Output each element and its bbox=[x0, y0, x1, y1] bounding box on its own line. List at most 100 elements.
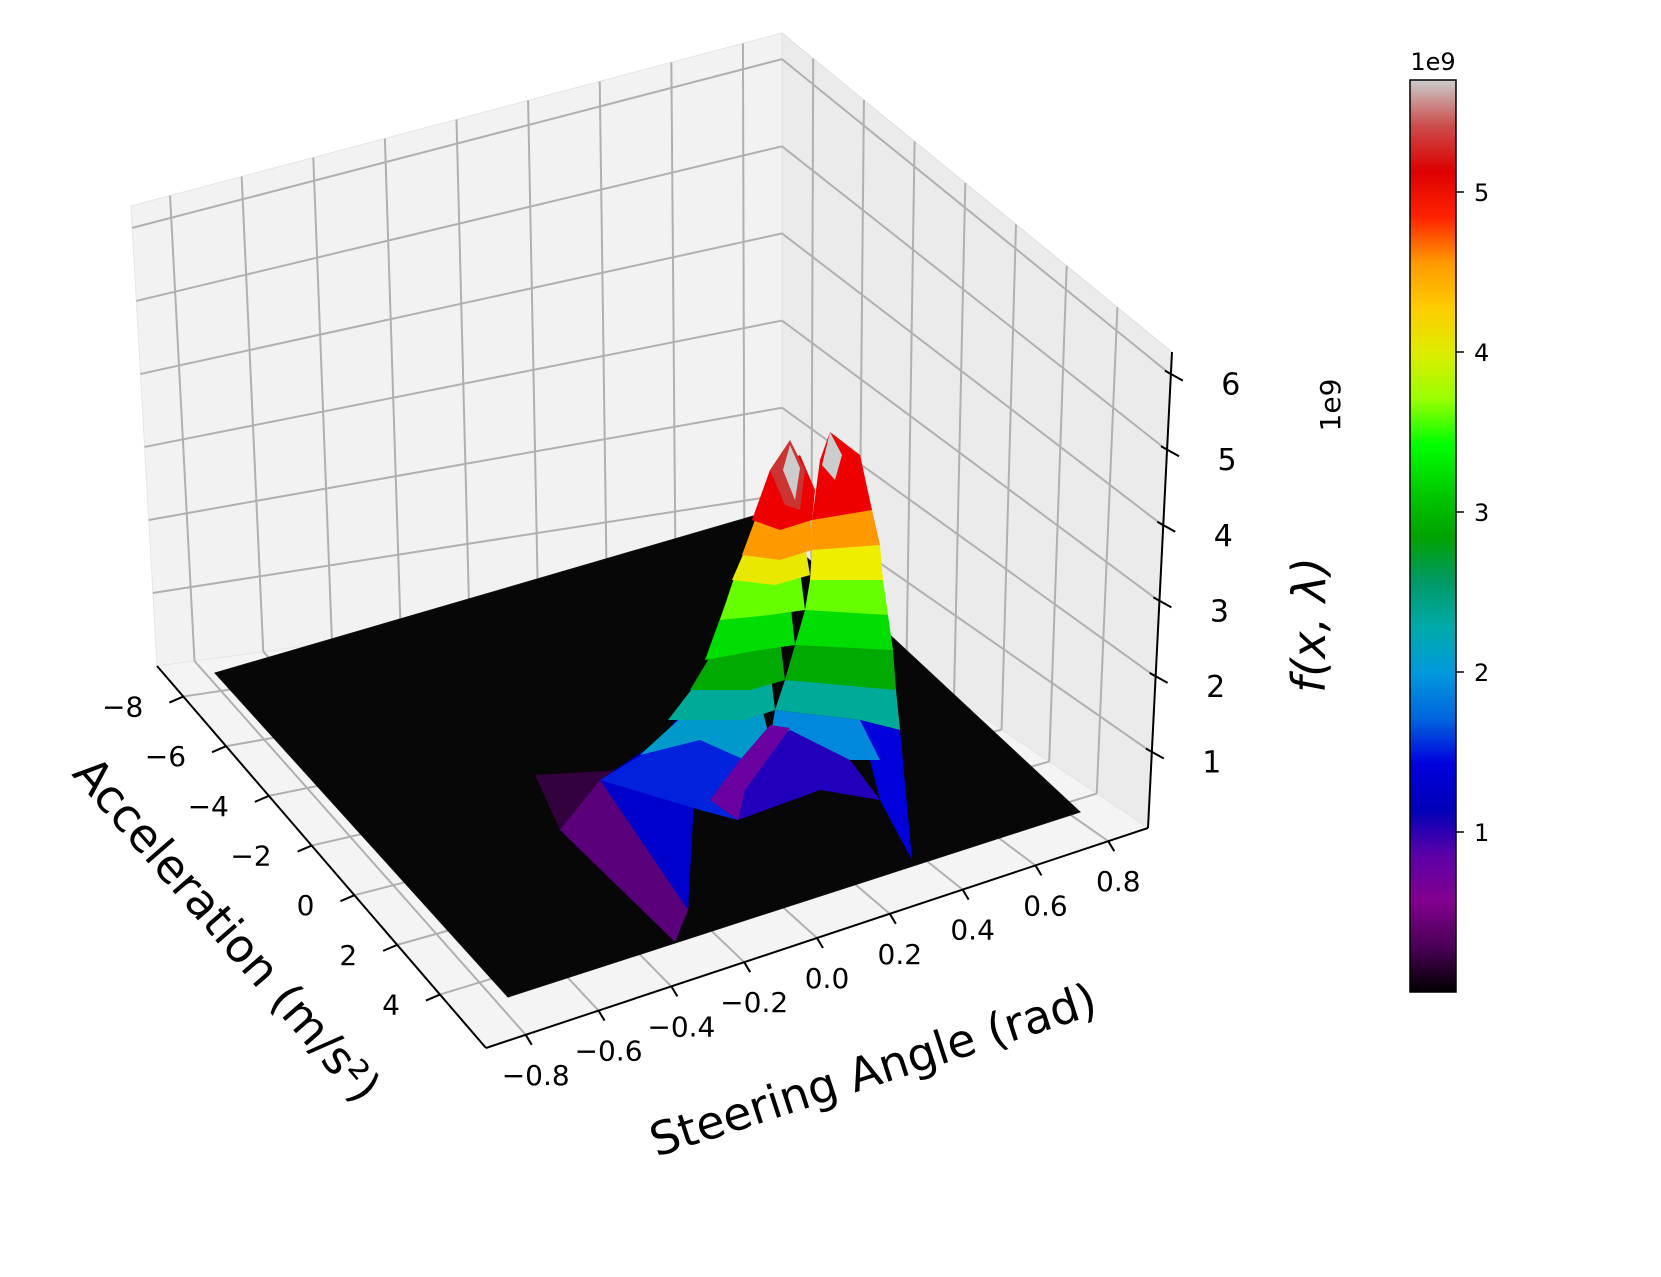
x-ticks: −0.8−0.6−0.4−0.2 0.0 0.2 0.4 0.6 0.8 bbox=[502, 840, 1141, 1092]
x-tick-mark bbox=[816, 937, 824, 949]
y-tick-mark bbox=[168, 695, 184, 704]
colorbar-ticks: 1 2 3 4 5 bbox=[1456, 179, 1489, 847]
x-tick-mark bbox=[597, 1010, 606, 1022]
gridline bbox=[741, 43, 746, 588]
x-tick-mark bbox=[670, 985, 679, 997]
y-tick-label: −6 bbox=[145, 740, 186, 773]
y-tick-mark bbox=[211, 745, 227, 754]
y-tick-mark bbox=[254, 794, 270, 803]
gridline bbox=[527, 100, 540, 615]
y-tick-label: 0 bbox=[297, 889, 315, 922]
gridline bbox=[383, 138, 402, 634]
colorbar-tick-label: 5 bbox=[1474, 179, 1489, 207]
x-tick-label: 0.2 bbox=[878, 938, 923, 971]
y-tick-label: −4 bbox=[188, 790, 229, 823]
surface-ridge-right-darkgreen bbox=[785, 645, 896, 690]
gridline bbox=[781, 145, 1168, 452]
surface-peak-left-top bbox=[783, 445, 800, 500]
z-axis-multiplier: 1e9 bbox=[1314, 379, 1347, 432]
z-tick-label: 1 bbox=[1202, 745, 1221, 780]
z-tick-mark bbox=[1156, 520, 1176, 533]
gridline bbox=[152, 493, 783, 594]
x-tick-label: 0.6 bbox=[1023, 889, 1068, 922]
surface-saddle bbox=[770, 710, 880, 760]
y-tick-mark bbox=[425, 993, 441, 1002]
z-tick-mark bbox=[1164, 369, 1184, 382]
gridline bbox=[140, 232, 783, 375]
y-tick-mark bbox=[297, 844, 313, 853]
y-tick-mark bbox=[382, 943, 398, 952]
surface-ridge-right-orange bbox=[812, 510, 880, 555]
y-axis-line bbox=[156, 665, 487, 1049]
z-tick-mark bbox=[1152, 596, 1172, 609]
gridline bbox=[781, 232, 1164, 527]
gridline bbox=[1000, 224, 1017, 730]
gridline bbox=[148, 406, 783, 521]
x-tick-mark bbox=[1107, 840, 1116, 852]
gridline bbox=[169, 195, 196, 662]
gridline bbox=[670, 62, 677, 597]
surface-ridge-left-front-low bbox=[560, 780, 688, 942]
y-tick-mark bbox=[340, 894, 355, 903]
surface-saddle-low bbox=[738, 730, 880, 820]
x-tick-mark bbox=[743, 961, 752, 973]
surface-band-blue bbox=[600, 720, 745, 820]
surface-ridge-right-yellow bbox=[810, 545, 883, 585]
gridline bbox=[781, 58, 1172, 376]
surface-ridge-right-teal bbox=[775, 680, 900, 730]
gridline bbox=[193, 660, 527, 1036]
z-tick-mark bbox=[1160, 445, 1180, 458]
x-tick-label: −0.8 bbox=[502, 1059, 570, 1092]
x-tick-label: −0.4 bbox=[647, 1010, 715, 1043]
x-tick-label: 0.4 bbox=[950, 914, 995, 947]
x-tick-label: −0.2 bbox=[720, 986, 788, 1019]
surface-ridge-right-lime bbox=[805, 580, 888, 620]
x-axis-label: Steering Angle (rad) bbox=[643, 972, 1103, 1167]
y-tick-label: 4 bbox=[382, 989, 400, 1022]
x-tick-label: −0.6 bbox=[575, 1035, 643, 1068]
x-tick-mark bbox=[961, 889, 970, 901]
z-tick-label: 3 bbox=[1210, 594, 1229, 629]
gridline bbox=[455, 119, 471, 625]
gridline bbox=[905, 141, 916, 666]
z-ticks: 1 2 3 4 5 6 bbox=[1145, 368, 1240, 780]
y-tick-label: −8 bbox=[102, 691, 143, 724]
surface-ridge-right-green bbox=[795, 610, 893, 655]
z-tick-label: 4 bbox=[1214, 519, 1233, 554]
gridline bbox=[131, 58, 783, 229]
x-tick-label: 0.8 bbox=[1096, 865, 1141, 898]
gridline bbox=[953, 182, 967, 698]
gridline bbox=[1095, 307, 1119, 794]
z-axis-line bbox=[1147, 351, 1173, 829]
x-tick-mark bbox=[888, 913, 897, 925]
colorbar: 1e9 1 2 3 4 5 bbox=[1409, 48, 1489, 993]
x-tick-mark bbox=[1034, 864, 1043, 876]
surface-peak-right-top bbox=[822, 432, 842, 480]
gridline bbox=[312, 157, 333, 643]
colorbar-gradient bbox=[1409, 79, 1457, 993]
x-tick-mark bbox=[524, 1034, 533, 1046]
z-axis-label: f(x, λ) bbox=[1282, 557, 1336, 693]
gridline bbox=[598, 81, 608, 606]
z-tick-label: 6 bbox=[1221, 368, 1240, 403]
z-tick-label: 5 bbox=[1218, 443, 1237, 478]
gridline bbox=[781, 319, 1161, 603]
gridline bbox=[144, 319, 783, 448]
colorbar-tick-label: 1 bbox=[1474, 819, 1489, 847]
gridline bbox=[136, 145, 783, 302]
surface-saddle-purple bbox=[710, 725, 790, 820]
x-tick-label: 0.0 bbox=[805, 962, 850, 995]
y-ticks: −8−6−4−2 024 bbox=[102, 691, 441, 1022]
y-tick-label: 2 bbox=[339, 939, 357, 972]
gridline bbox=[240, 176, 265, 652]
colorbar-tick-label: 2 bbox=[1474, 659, 1489, 687]
z-tick-label: 2 bbox=[1206, 670, 1225, 705]
colorbar-tick-label: 3 bbox=[1474, 499, 1489, 527]
colorbar-multiplier: 1e9 bbox=[1410, 48, 1455, 76]
colorbar-tick-label: 4 bbox=[1474, 339, 1489, 367]
gridline bbox=[1048, 265, 1068, 762]
surface-mesh bbox=[214, 432, 1081, 998]
y-tick-label: −2 bbox=[230, 840, 271, 873]
z-tick-mark bbox=[1149, 672, 1169, 684]
